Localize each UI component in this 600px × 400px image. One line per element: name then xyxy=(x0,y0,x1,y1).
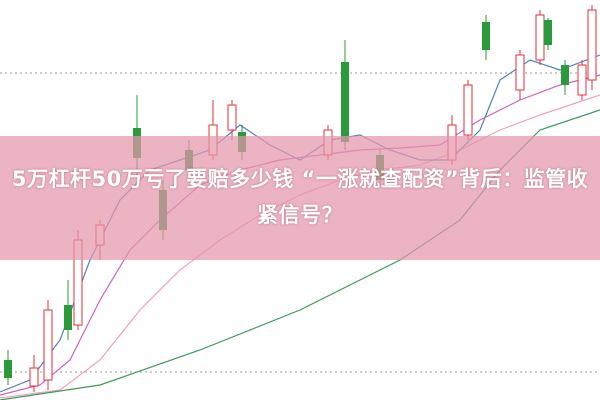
candle xyxy=(43,309,53,381)
candle xyxy=(587,9,597,81)
title-banner xyxy=(0,136,600,260)
candle xyxy=(577,64,587,96)
grid xyxy=(0,72,600,373)
candle xyxy=(227,104,237,131)
candle xyxy=(463,84,473,136)
candle xyxy=(561,65,569,85)
candle xyxy=(535,14,545,61)
candle xyxy=(515,54,525,91)
headline: 5万杠杆50万亏了要赔多少钱 “一涨就查配资”背后：监管收紧信号？ xyxy=(11,167,589,227)
candle xyxy=(482,22,490,50)
candle xyxy=(64,305,72,330)
candle xyxy=(544,20,552,45)
candle xyxy=(341,62,349,142)
candle xyxy=(4,360,12,378)
candle xyxy=(29,367,39,387)
